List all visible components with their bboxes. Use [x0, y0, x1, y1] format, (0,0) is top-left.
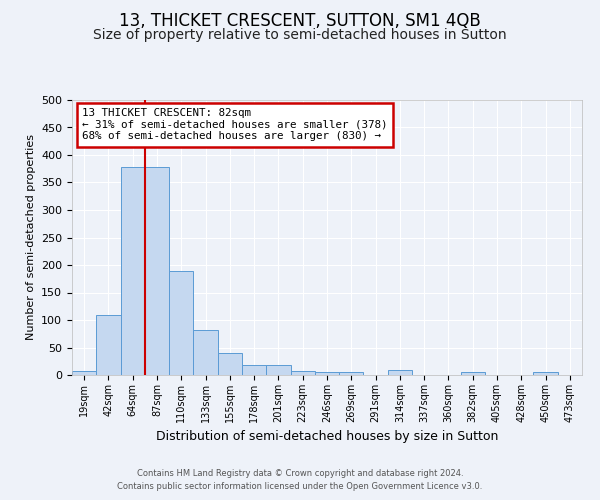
Bar — [96, 314, 121, 375]
Bar — [193, 330, 218, 375]
Bar — [388, 370, 412, 375]
Bar — [242, 365, 266, 375]
Bar — [121, 167, 145, 375]
Text: Contains public sector information licensed under the Open Government Licence v3: Contains public sector information licen… — [118, 482, 482, 491]
Bar — [315, 372, 339, 375]
Bar — [72, 370, 96, 375]
Text: Size of property relative to semi-detached houses in Sutton: Size of property relative to semi-detach… — [93, 28, 507, 42]
Bar — [218, 353, 242, 375]
Text: 13, THICKET CRESCENT, SUTTON, SM1 4QB: 13, THICKET CRESCENT, SUTTON, SM1 4QB — [119, 12, 481, 30]
Bar — [145, 167, 169, 375]
Bar — [266, 365, 290, 375]
Bar — [339, 372, 364, 375]
Y-axis label: Number of semi-detached properties: Number of semi-detached properties — [26, 134, 35, 340]
Bar — [169, 270, 193, 375]
Text: 13 THICKET CRESCENT: 82sqm
← 31% of semi-detached houses are smaller (378)
68% o: 13 THICKET CRESCENT: 82sqm ← 31% of semi… — [82, 108, 388, 142]
Text: Contains HM Land Registry data © Crown copyright and database right 2024.: Contains HM Land Registry data © Crown c… — [137, 468, 463, 477]
Bar — [290, 371, 315, 375]
Bar — [533, 372, 558, 375]
X-axis label: Distribution of semi-detached houses by size in Sutton: Distribution of semi-detached houses by … — [156, 430, 498, 444]
Bar — [461, 372, 485, 375]
